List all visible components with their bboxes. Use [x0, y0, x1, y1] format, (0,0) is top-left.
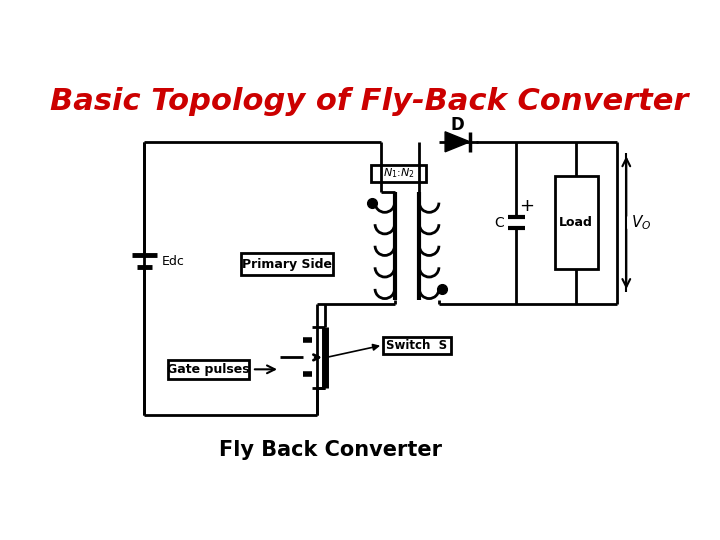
Bar [555, 177, 598, 269]
Text: C: C [494, 215, 504, 230]
Bar [168, 360, 249, 379]
Bar [241, 253, 333, 275]
Polygon shape [445, 132, 470, 152]
Bar [371, 165, 426, 182]
Text: Edc: Edc [161, 255, 184, 268]
Text: Fly Back Converter: Fly Back Converter [219, 440, 442, 460]
Bar [383, 336, 451, 354]
Text: Load: Load [559, 216, 593, 229]
Text: Basic Topology of Fly-Back Converter: Basic Topology of Fly-Back Converter [50, 87, 688, 116]
Text: Switch  S: Switch S [387, 339, 448, 352]
Text: $V_O$: $V_O$ [631, 213, 652, 232]
Text: $N_1$:$N_2$: $N_1$:$N_2$ [382, 166, 414, 180]
Text: Primary Side: Primary Side [242, 258, 332, 271]
Text: D: D [451, 116, 464, 134]
Text: Gate pulses: Gate pulses [167, 363, 250, 376]
Text: +: + [519, 197, 534, 215]
